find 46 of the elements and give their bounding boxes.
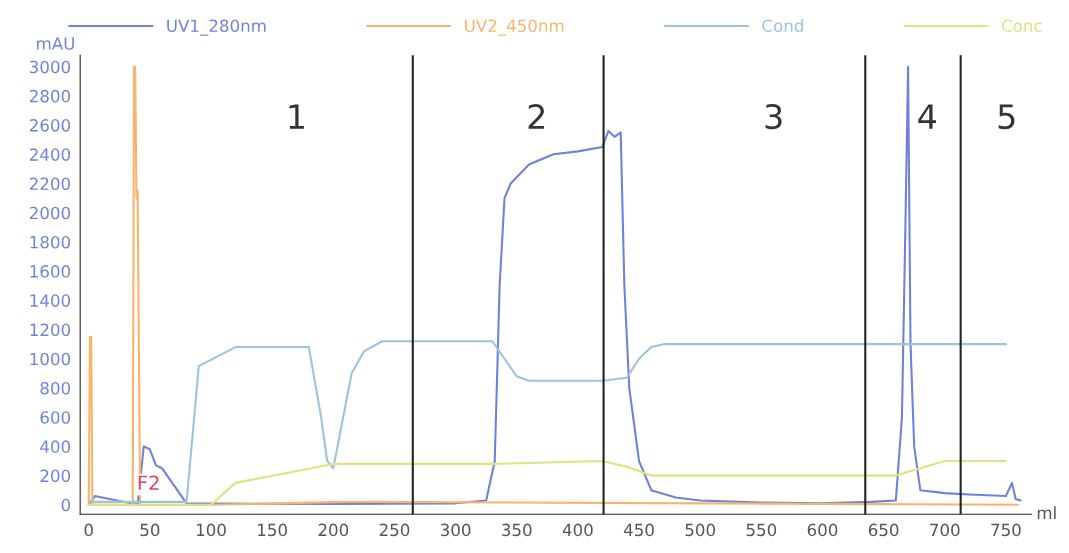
x-axis-title: ml — [1037, 506, 1056, 519]
legend-label: UV2_450nm — [465, 19, 564, 36]
y-tick-label: 2800 — [29, 89, 71, 103]
annotation: 2 — [528, 104, 545, 129]
x-tick-label: 450 — [623, 523, 654, 537]
x-tick-label: 200 — [318, 523, 349, 537]
x-tick-label: 400 — [562, 523, 593, 537]
x-tick-label: 750 — [991, 523, 1021, 537]
x-tick-label: 0 — [84, 523, 93, 537]
y-tick-label: 2400 — [29, 148, 71, 161]
annotation: 4 — [918, 104, 937, 129]
x-tick-label: 550 — [746, 523, 777, 537]
annotation: 1 — [289, 104, 304, 129]
legend-label: Conc — [1002, 19, 1042, 33]
x-tick-label: 500 — [685, 523, 715, 537]
y-tick-label: 3000 — [30, 60, 71, 74]
line-series — [87, 459, 1007, 506]
y-tick-label: 800 — [40, 381, 71, 395]
annotation: 5 — [998, 104, 1015, 130]
y-tick-label: 1200 — [30, 323, 71, 337]
y-tick-label: 400 — [40, 440, 71, 453]
x-tick-label: 150 — [258, 523, 287, 537]
y-tick-label: 1400 — [30, 294, 71, 307]
annotation: 3 — [765, 104, 782, 130]
y-tick-label: 2600 — [29, 119, 71, 132]
y-tick-label: 2200 — [29, 177, 71, 191]
legend-label: UV1_280nm — [167, 19, 266, 36]
x-tick-label: 650 — [868, 523, 899, 537]
y-tick-label: 1000 — [30, 352, 71, 366]
annotation: F2 — [138, 475, 159, 490]
y-axis-title: mAU — [37, 37, 74, 50]
y-tick-label: 200 — [40, 469, 71, 483]
legend-label: Cond — [762, 19, 803, 33]
x-tick-label: 700 — [930, 523, 960, 537]
y-tick-label: 2000 — [29, 206, 71, 220]
x-tick-label: 300 — [440, 523, 471, 537]
x-tick-label: 600 — [807, 523, 838, 537]
x-tick-label: 100 — [196, 523, 226, 537]
y-tick-label: 0 — [61, 498, 71, 512]
x-tick-label: 350 — [502, 523, 532, 537]
y-tick-label: 600 — [40, 411, 71, 424]
y-tick-label: 1600 — [30, 265, 71, 278]
line-series — [87, 340, 1007, 503]
x-tick-label: 250 — [379, 523, 410, 537]
x-tick-label: 50 — [140, 523, 160, 537]
y-tick-label: 1800 — [30, 235, 71, 249]
